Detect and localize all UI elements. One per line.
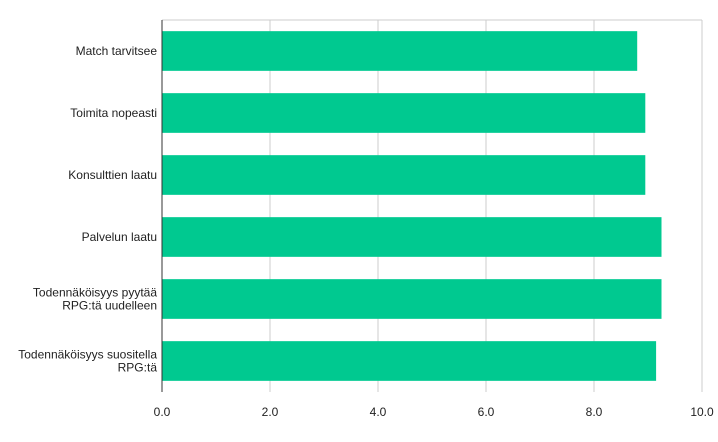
grid-lines bbox=[162, 19, 703, 392]
bar bbox=[162, 93, 646, 133]
category-label: Todennäköisyys pyytää RPG:tä uudelleen bbox=[33, 286, 157, 313]
x-tick-label: 6.0 bbox=[478, 405, 495, 419]
category-labels: Match tarvitsee Toimita nopeasti Konsultti… bbox=[18, 44, 157, 375]
x-tick-label: 10.0 bbox=[690, 405, 714, 419]
category-label: Todennäköisyys suositella RPG:tä bbox=[18, 348, 157, 375]
bar bbox=[162, 31, 638, 71]
x-tick-label: 0.0 bbox=[154, 405, 171, 419]
bar bbox=[162, 155, 646, 195]
x-tick-label: 8.0 bbox=[586, 405, 603, 419]
bar bbox=[162, 341, 657, 381]
x-tick-label: 2.0 bbox=[262, 405, 279, 419]
bar bbox=[162, 279, 662, 319]
bar bbox=[162, 217, 662, 257]
category-label: Match tarvitsee bbox=[76, 44, 158, 58]
x-tick-labels: 0.0 2.0 4.0 6.0 8.0 10.0 bbox=[154, 405, 714, 419]
category-label: Toimita nopeasti bbox=[70, 106, 157, 120]
category-label: Palvelun laatu bbox=[82, 230, 157, 244]
bars bbox=[162, 31, 662, 381]
category-label: Konsulttien laatu bbox=[68, 168, 157, 182]
x-tick-label: 4.0 bbox=[370, 405, 387, 419]
